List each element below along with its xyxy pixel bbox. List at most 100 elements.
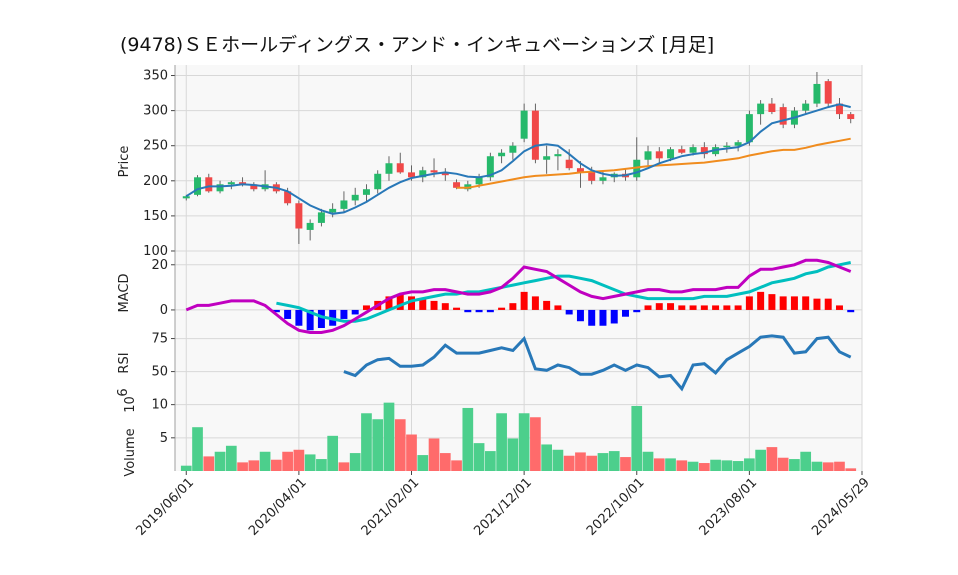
volume-bar [845, 468, 857, 471]
volume-bar [316, 459, 327, 471]
candle-body [351, 194, 359, 201]
macd-hist-bar [340, 309, 348, 319]
volume-bar [304, 454, 316, 471]
candle-body [396, 163, 404, 173]
volume-bar [518, 413, 530, 471]
candle-body [633, 159, 641, 178]
candle-body [374, 173, 382, 190]
macd-hist-bar [351, 309, 359, 315]
candle-body [700, 147, 708, 155]
volume-bar [394, 419, 406, 471]
candle-body [779, 107, 787, 125]
volume-bar [361, 413, 372, 471]
macd-hist-bar [588, 309, 596, 326]
macd-hist-bar [486, 309, 494, 313]
y-tick-label: 250 [143, 139, 168, 154]
volume-bar [642, 451, 654, 471]
macd-hist-bar [655, 303, 663, 310]
volume-bar [698, 463, 710, 471]
candle-body [543, 156, 551, 160]
candle-body [734, 142, 742, 146]
candle-body [453, 182, 461, 188]
macd-hist-bar [453, 307, 461, 310]
x-tick-label: 2022/10/01 [584, 475, 648, 539]
x-tick-label: 2024/05/29 [809, 475, 873, 539]
macd-hist-bar [712, 305, 720, 310]
volume-bar [282, 451, 293, 471]
candle-body [655, 151, 663, 159]
macd-hist-bar [385, 296, 393, 310]
volume-bar [687, 461, 699, 471]
volume-panel [180, 402, 857, 471]
y-tick-label: 150 [143, 209, 168, 224]
volume-bar [586, 455, 598, 471]
macd-hist-bar [779, 296, 787, 310]
macd-axis-label: MACD [117, 274, 132, 313]
macd-hist-bar [362, 305, 370, 310]
volume-bar [822, 462, 834, 471]
macd-hist-bar [272, 309, 280, 313]
candle-body [667, 149, 675, 159]
candle-body [194, 177, 202, 195]
volume-bar [575, 452, 586, 471]
x-tick-label: 2021/12/01 [471, 475, 535, 539]
volume-bar [597, 453, 609, 471]
candle-body [824, 81, 832, 104]
macd-hist-bar [835, 305, 843, 310]
macd-hist-bar [543, 300, 551, 310]
volume-bar [192, 427, 203, 471]
volume-bar [530, 417, 541, 471]
volume-bar [406, 434, 417, 471]
macd-hist-bar [464, 309, 472, 313]
volume-bar [462, 407, 474, 471]
volume-scale-exponent: 6 [116, 388, 131, 396]
macd-hist-bar [441, 303, 449, 310]
macd-hist-bar [644, 305, 652, 310]
candle-body [757, 103, 765, 115]
candle-body [317, 212, 325, 223]
rsi-axis-label: RSI [117, 352, 132, 373]
macd-hist-bar [419, 298, 427, 310]
macd-panel [185, 258, 855, 334]
macd-hist-bar [520, 291, 528, 310]
volume-bar [259, 451, 271, 471]
candle-body [419, 170, 427, 178]
candle-body [813, 83, 821, 104]
y-tick-label: 5 [160, 431, 168, 446]
candle-body [678, 149, 686, 153]
volume-bar [665, 458, 676, 471]
candle-body [182, 196, 190, 199]
candle-body [588, 172, 596, 181]
volume-bar [451, 460, 462, 471]
macd-hist-bar [678, 305, 686, 310]
macd-hist-bar [284, 309, 292, 319]
macd-hist-bar [813, 298, 821, 310]
volume-bar [620, 457, 631, 471]
y-tick-label: 50 [151, 365, 168, 380]
y-tick-label: 10 [151, 398, 168, 413]
volume-bar [473, 443, 485, 471]
macd-hist-bar [554, 305, 562, 310]
candle-body [486, 156, 494, 178]
macd-hist-bar [610, 309, 618, 324]
volume-bar [439, 453, 451, 471]
macd-hist-bar [599, 309, 607, 326]
y-tick-label: 350 [143, 69, 168, 84]
candle-body [745, 114, 753, 143]
macd-hist-bar [396, 294, 404, 310]
macd-hist-bar [768, 294, 776, 310]
candle-body [362, 189, 370, 195]
volume-bar [484, 451, 496, 471]
ma-short-line [185, 103, 851, 215]
macd-hist-bar [734, 305, 742, 310]
candle-body [250, 184, 258, 190]
volume-bar [327, 435, 339, 471]
volume-bar [721, 460, 733, 471]
y-tick-label: 20 [151, 258, 168, 273]
macd-hist-bar [531, 296, 539, 310]
volume-bar [349, 453, 361, 471]
candle-body [464, 184, 472, 190]
macd-hist-bar [824, 298, 832, 310]
macd-hist-bar [622, 309, 629, 317]
candle-body [498, 152, 506, 157]
